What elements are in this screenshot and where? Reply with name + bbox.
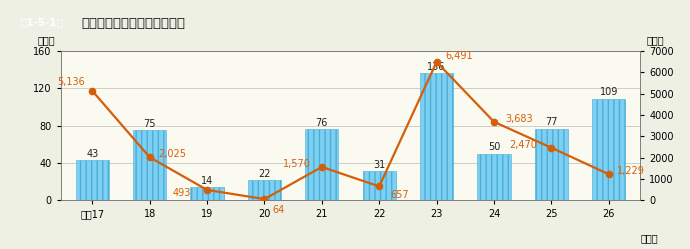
Bar [305, 129, 339, 200]
Bar [420, 73, 453, 200]
Text: 22: 22 [258, 169, 270, 179]
Text: 第1-5-1図: 第1-5-1図 [21, 17, 63, 27]
Bar [592, 99, 625, 200]
Bar [133, 130, 166, 200]
Text: 2,470: 2,470 [510, 140, 538, 150]
Text: 64: 64 [272, 205, 284, 215]
Text: （棟）: （棟） [646, 35, 664, 45]
Text: 136: 136 [427, 62, 446, 72]
Text: 31: 31 [373, 160, 385, 170]
Text: 風水害による被害状況の推移: 風水害による被害状況の推移 [81, 17, 186, 30]
Bar [362, 172, 396, 200]
Bar [190, 187, 224, 200]
Text: 1,570: 1,570 [283, 159, 310, 169]
Bar [76, 160, 109, 200]
Text: 75: 75 [144, 119, 156, 129]
Text: 493: 493 [173, 188, 191, 198]
Text: 14: 14 [201, 176, 213, 186]
Text: 77: 77 [545, 117, 558, 127]
Bar [477, 154, 511, 200]
Bar [248, 180, 281, 200]
Text: 5,136: 5,136 [57, 77, 86, 87]
Text: 3,683: 3,683 [505, 114, 533, 124]
Bar [535, 128, 568, 200]
Text: 76: 76 [315, 118, 328, 128]
Text: 43: 43 [86, 149, 99, 159]
Text: 50: 50 [488, 142, 500, 152]
Text: （年）: （年） [640, 233, 658, 243]
Text: 2,025: 2,025 [158, 149, 186, 159]
Text: 657: 657 [391, 190, 409, 200]
Text: 6,491: 6,491 [445, 51, 473, 61]
Text: 109: 109 [600, 87, 618, 97]
Text: （人）: （人） [37, 35, 55, 45]
Text: 1,229: 1,229 [617, 166, 645, 177]
